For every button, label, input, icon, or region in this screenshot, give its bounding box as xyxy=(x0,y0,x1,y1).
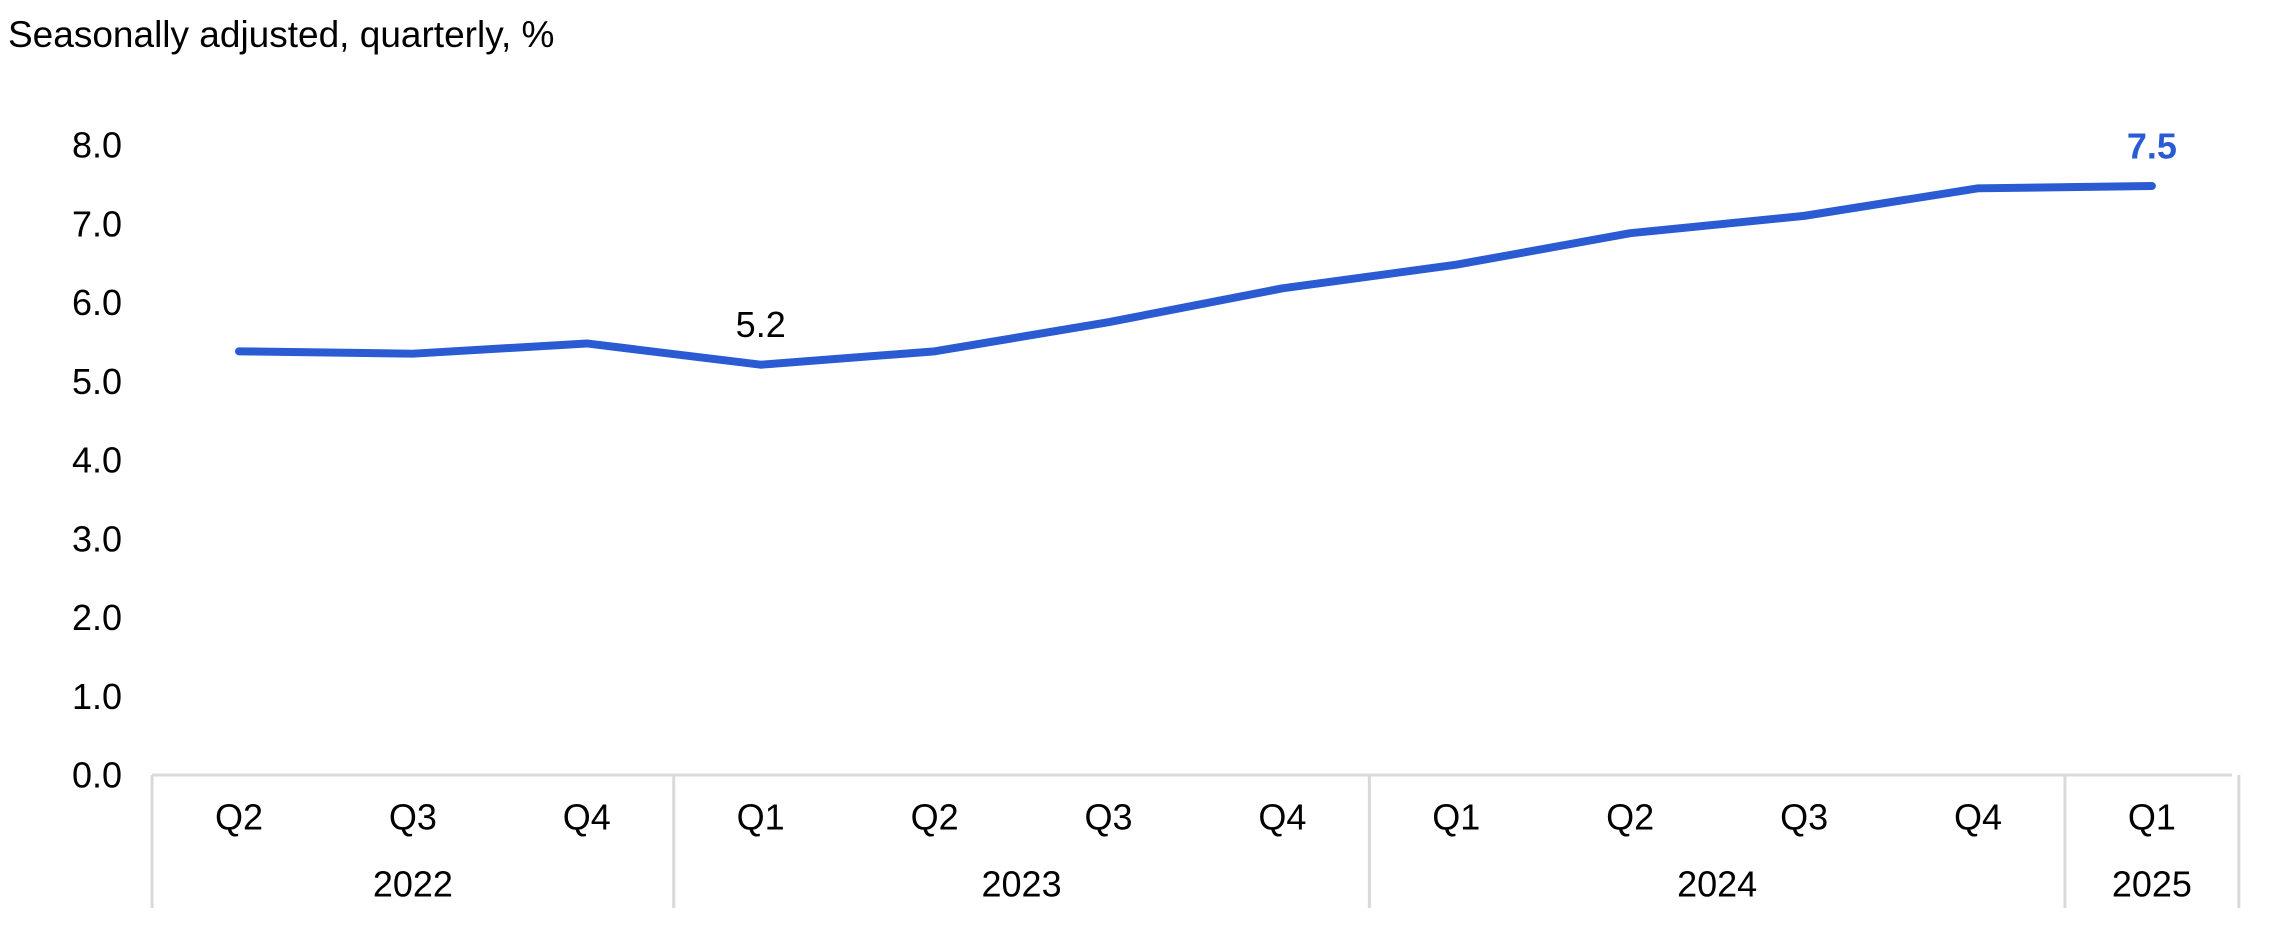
year-label: 2023 xyxy=(982,864,1062,905)
x-tick-label: Q1 xyxy=(1432,797,1480,838)
x-tick-label: Q2 xyxy=(1606,797,1654,838)
y-tick-label: 3.0 xyxy=(72,518,122,559)
x-tick-label: Q3 xyxy=(1780,797,1828,838)
x-tick-label: Q4 xyxy=(1954,797,2002,838)
x-tick-label: Q2 xyxy=(215,797,263,838)
x-tick-label: Q1 xyxy=(2128,797,2176,838)
year-label: 2025 xyxy=(2112,864,2192,905)
y-tick-label: 7.0 xyxy=(72,203,122,244)
y-tick-label: 8.0 xyxy=(72,125,122,166)
series-line xyxy=(235,181,2156,369)
y-tick-label: 4.0 xyxy=(72,440,122,481)
year-label: 2022 xyxy=(373,864,453,905)
x-tick-label: Q4 xyxy=(563,797,611,838)
year-label: 2024 xyxy=(1677,864,1757,905)
y-tick-label: 0.0 xyxy=(72,755,122,796)
y-tick-label: 6.0 xyxy=(72,282,122,323)
y-tick-label: 5.0 xyxy=(72,361,122,402)
x-tick-label: Q3 xyxy=(389,797,437,838)
data-label: 5.2 xyxy=(736,304,786,345)
x-tick-label: Q2 xyxy=(911,797,959,838)
chart-subtitle: Seasonally adjusted, quarterly, % xyxy=(8,14,555,55)
data-label: 7.5 xyxy=(2127,125,2177,166)
x-tick-label: Q4 xyxy=(1258,797,1306,838)
x-tick-label: Q1 xyxy=(737,797,785,838)
y-tick-label: 2.0 xyxy=(72,597,122,638)
y-tick-label: 1.0 xyxy=(72,676,122,717)
x-tick-label: Q3 xyxy=(1084,797,1132,838)
